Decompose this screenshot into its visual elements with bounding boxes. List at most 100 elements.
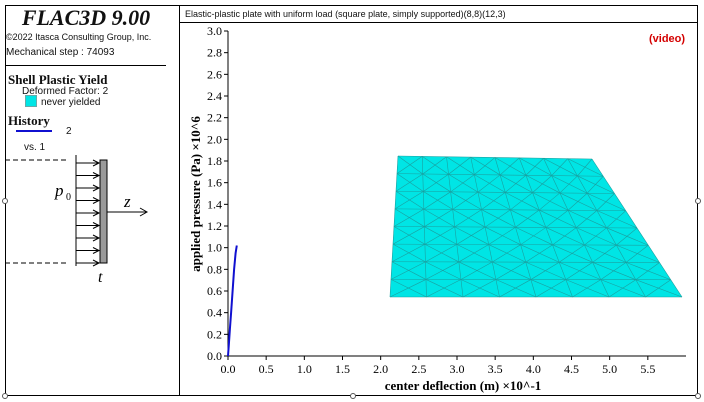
history-series bbox=[227, 245, 238, 357]
mesh-diagonal bbox=[505, 192, 540, 211]
mesh-diagonal bbox=[458, 244, 489, 263]
mesh-diagonal bbox=[450, 191, 482, 210]
load-arrowhead bbox=[92, 159, 101, 167]
resize-handle-left[interactable] bbox=[2, 198, 8, 204]
x-tick-label: 5.0 bbox=[602, 362, 617, 376]
mesh-diagonal bbox=[474, 157, 496, 175]
never-yielded-label: never yielded bbox=[41, 97, 101, 108]
mesh-diagonal bbox=[426, 279, 462, 298]
load-arrowhead bbox=[92, 222, 101, 229]
mesh-diagonal bbox=[422, 173, 451, 193]
mesh-diagonal bbox=[423, 191, 453, 210]
x-axis-ticks: 0.0 0.5 1.0 1.5 2.0 2.5 3.0 3.5 4.0 4.5 5.0 5.5 bbox=[221, 356, 655, 376]
mesh-diagonal bbox=[515, 226, 553, 246]
resize-handle-bottom-right[interactable] bbox=[695, 393, 701, 399]
mesh-diagonal bbox=[584, 244, 627, 263]
mesh-diagonal bbox=[600, 262, 627, 280]
mesh-diagonal bbox=[567, 192, 588, 211]
history-title: History bbox=[8, 113, 50, 128]
mesh-diagonal bbox=[616, 227, 638, 246]
mesh-diagonal bbox=[448, 174, 479, 193]
mesh-diagonal bbox=[462, 279, 497, 298]
y-axis-ticks: 0.0 0.2 0.4 0.6 0.8 1.0 1.2 1.4 1.6 1.8 2.0 2.2 2.4 2… bbox=[207, 24, 228, 363]
never-yielded-swatch bbox=[25, 95, 37, 107]
mesh-diagonal bbox=[495, 261, 526, 280]
mesh-diagonal bbox=[592, 262, 636, 280]
mesh-diagonal bbox=[606, 227, 649, 246]
resize-handle-bottom-left[interactable] bbox=[2, 393, 8, 399]
mesh-diagonal bbox=[391, 261, 427, 280]
mesh-diagonal bbox=[551, 175, 588, 194]
y-tick-label: 1.6 bbox=[207, 176, 222, 190]
mesh-diagonal bbox=[395, 190, 425, 210]
y-tick-label: 2.6 bbox=[207, 67, 222, 81]
mesh-diagonal bbox=[488, 226, 516, 245]
mesh-diagonal bbox=[424, 226, 455, 245]
mesh-diagonal bbox=[596, 210, 638, 229]
mesh-diagonal bbox=[484, 209, 511, 228]
mesh-diagonal bbox=[481, 209, 516, 228]
load-arrows bbox=[76, 159, 101, 267]
mesh-diagonal bbox=[576, 227, 617, 246]
mesh-diagonal bbox=[422, 156, 447, 175]
z-axis-label: z bbox=[123, 192, 131, 211]
mesh-diagonal bbox=[539, 192, 561, 211]
mesh-diagonal bbox=[423, 174, 449, 192]
mesh-diagonal bbox=[424, 226, 457, 245]
x-tick-label: 0.5 bbox=[259, 362, 274, 376]
mesh-diagonal bbox=[425, 244, 457, 263]
y-tick-label: 1.2 bbox=[207, 219, 222, 233]
load-arrowhead bbox=[92, 197, 101, 204]
load-arrowhead bbox=[92, 234, 101, 242]
mesh-diagonal bbox=[625, 262, 671, 281]
y-tick-label: 0.6 bbox=[207, 284, 222, 298]
mechanical-step: Mechanical step : 74093 bbox=[6, 47, 115, 58]
mesh-diagonal bbox=[425, 261, 462, 280]
video-link[interactable]: (video) bbox=[649, 33, 686, 45]
y-tick-label: 1.0 bbox=[207, 241, 222, 255]
mesh-diagonal bbox=[565, 279, 610, 298]
mesh-diagonal bbox=[452, 191, 479, 210]
x-tick-label: 2.0 bbox=[373, 362, 388, 376]
x-tick-label: 3.0 bbox=[450, 362, 465, 376]
mesh-diagonal bbox=[492, 261, 531, 280]
mesh-diagonal bbox=[567, 158, 604, 177]
mesh-diagonal bbox=[525, 174, 561, 194]
resize-handle-bottom[interactable] bbox=[350, 393, 356, 399]
mesh-diagonal bbox=[552, 244, 593, 263]
mesh-diagonal bbox=[559, 192, 598, 211]
x-tick-label: 1.0 bbox=[297, 362, 312, 376]
load-arrowhead bbox=[92, 247, 101, 254]
resize-handle-right[interactable] bbox=[695, 198, 701, 204]
copyright-text: ©2022 Itasca Consulting Group, Inc. bbox=[6, 32, 152, 42]
mesh-diagonal bbox=[600, 279, 646, 298]
y-tick-label: 2.4 bbox=[207, 89, 222, 103]
mesh-diagonal bbox=[510, 209, 547, 228]
y-tick-label: 0.4 bbox=[207, 306, 222, 320]
mesh-diagonal bbox=[452, 209, 486, 228]
x-tick-label: 1.5 bbox=[335, 362, 350, 376]
mesh-diagonal bbox=[499, 279, 532, 298]
mesh-diagonal bbox=[458, 261, 497, 280]
mesh-diagonal bbox=[422, 156, 449, 175]
mesh-diagonal bbox=[592, 244, 617, 263]
mesh-diagonal bbox=[450, 174, 475, 193]
mesh-diagonal bbox=[552, 227, 577, 246]
thickness-label: t bbox=[98, 269, 103, 286]
mesh-diagonal bbox=[423, 208, 455, 228]
y-axis-label: applied pressure (Pa) ×10^6 bbox=[188, 116, 203, 272]
y-tick-label: 2.8 bbox=[207, 46, 222, 60]
x-tick-label: 4.0 bbox=[526, 362, 541, 376]
mesh-diagonal bbox=[539, 209, 577, 228]
mesh-diagonal bbox=[532, 175, 552, 193]
deformed-factor: Deformed Factor: 2 bbox=[22, 86, 109, 97]
panel-divider[interactable] bbox=[179, 5, 180, 396]
mesh-diagonal bbox=[535, 279, 566, 298]
mesh-diagonal bbox=[545, 227, 585, 246]
mesh-diagonal bbox=[470, 156, 501, 176]
mesh-diagonal bbox=[460, 261, 493, 280]
mesh-diagonal bbox=[525, 261, 566, 280]
mesh-diagonal bbox=[477, 174, 501, 193]
mesh-diagonal bbox=[530, 279, 573, 298]
